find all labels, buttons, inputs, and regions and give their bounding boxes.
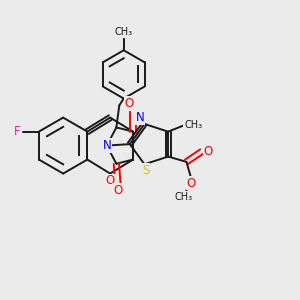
Text: O: O bbox=[113, 184, 122, 197]
Text: O: O bbox=[106, 174, 115, 188]
Text: O: O bbox=[204, 145, 213, 158]
Text: CH₃: CH₃ bbox=[115, 27, 133, 37]
Text: CH₃: CH₃ bbox=[174, 192, 193, 202]
Text: O: O bbox=[125, 97, 134, 110]
Text: CH₃: CH₃ bbox=[184, 120, 202, 130]
Text: S: S bbox=[142, 164, 150, 177]
Text: O: O bbox=[187, 177, 196, 190]
Text: F: F bbox=[14, 125, 21, 138]
Text: N: N bbox=[136, 111, 144, 124]
Text: N: N bbox=[103, 139, 111, 152]
